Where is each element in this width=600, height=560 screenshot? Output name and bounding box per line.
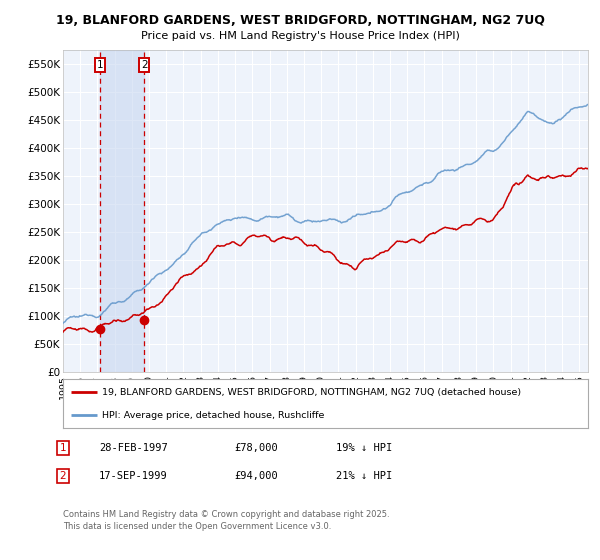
Text: 28-FEB-1997: 28-FEB-1997 bbox=[99, 443, 168, 453]
Text: HPI: Average price, detached house, Rushcliffe: HPI: Average price, detached house, Rush… bbox=[103, 410, 325, 419]
Text: 1: 1 bbox=[97, 60, 103, 70]
Text: 21% ↓ HPI: 21% ↓ HPI bbox=[336, 471, 392, 481]
Text: £78,000: £78,000 bbox=[234, 443, 278, 453]
Text: 19, BLANFORD GARDENS, WEST BRIDGFORD, NOTTINGHAM, NG2 7UQ (detached house): 19, BLANFORD GARDENS, WEST BRIDGFORD, NO… bbox=[103, 388, 521, 397]
Text: Price paid vs. HM Land Registry's House Price Index (HPI): Price paid vs. HM Land Registry's House … bbox=[140, 31, 460, 41]
Text: £94,000: £94,000 bbox=[234, 471, 278, 481]
Text: 19% ↓ HPI: 19% ↓ HPI bbox=[336, 443, 392, 453]
Bar bbox=[100, 50, 144, 372]
Text: 1: 1 bbox=[59, 443, 67, 453]
Text: 17-SEP-1999: 17-SEP-1999 bbox=[99, 471, 168, 481]
Text: Contains HM Land Registry data © Crown copyright and database right 2025.
This d: Contains HM Land Registry data © Crown c… bbox=[63, 510, 389, 531]
Text: 2: 2 bbox=[141, 60, 148, 70]
Text: 2: 2 bbox=[59, 471, 67, 481]
Text: 19, BLANFORD GARDENS, WEST BRIDGFORD, NOTTINGHAM, NG2 7UQ: 19, BLANFORD GARDENS, WEST BRIDGFORD, NO… bbox=[56, 14, 544, 27]
